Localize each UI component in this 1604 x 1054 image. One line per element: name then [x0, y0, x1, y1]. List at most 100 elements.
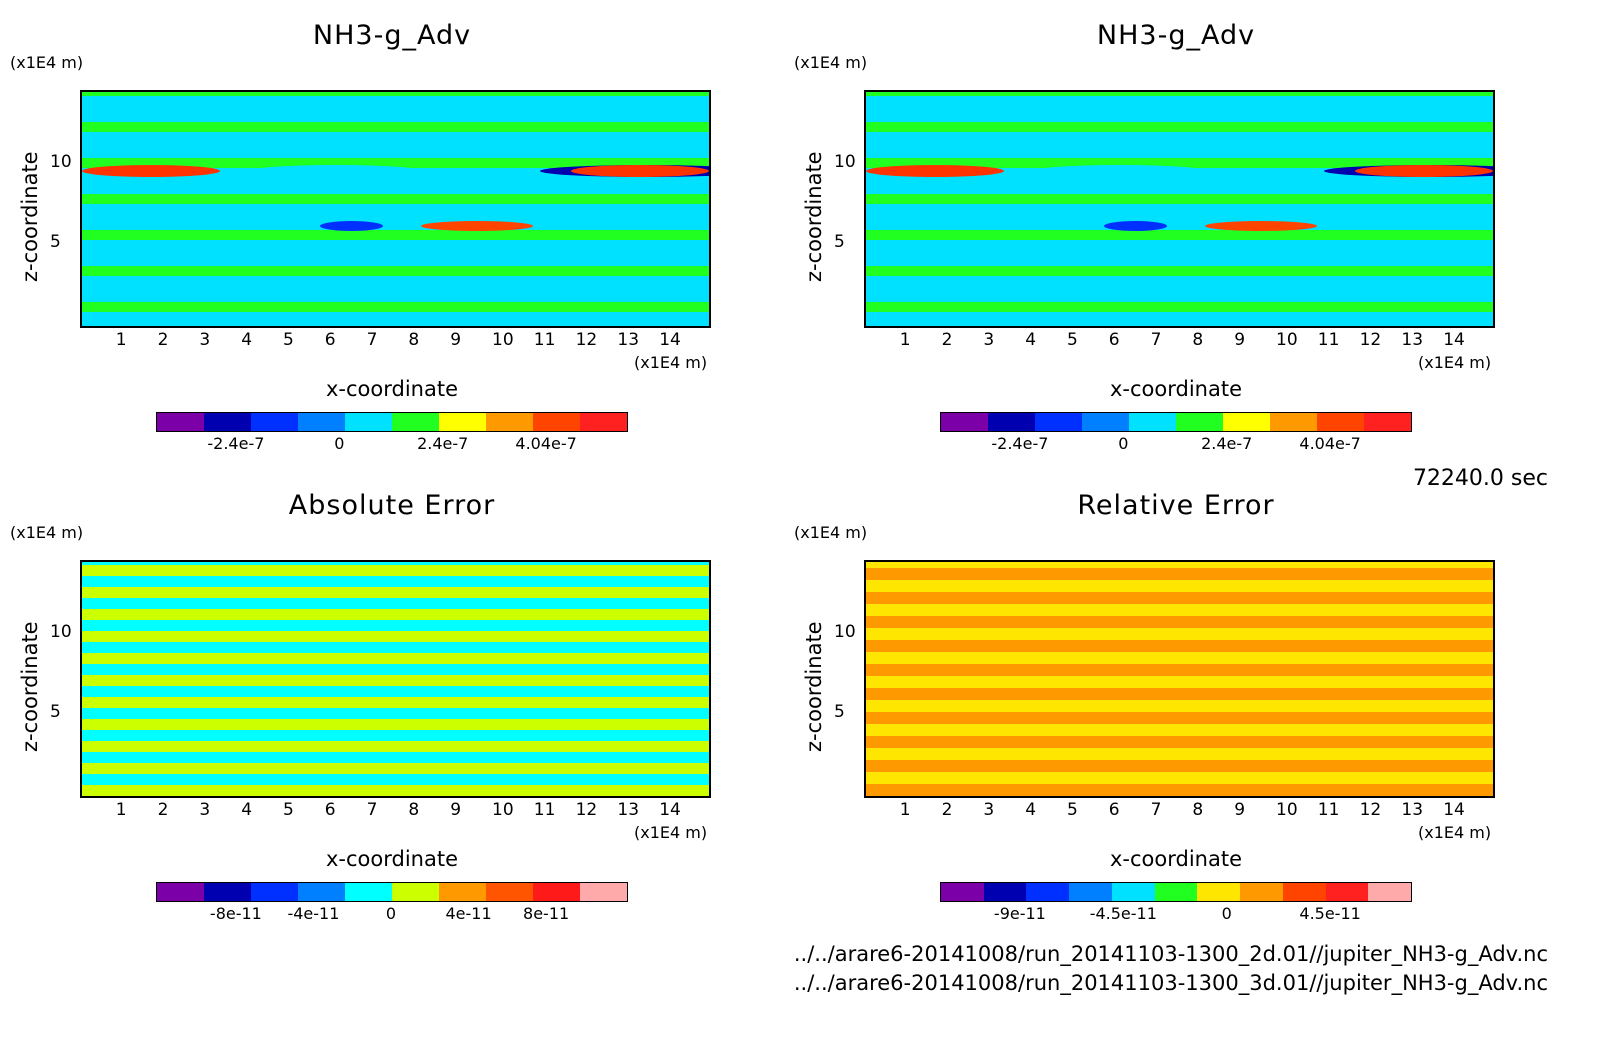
- x-tick-label: 4: [1025, 330, 1037, 350]
- x-tick-label: 9: [1234, 800, 1246, 820]
- x-unit-label: (x1E4 m): [1418, 353, 1492, 372]
- colorbar-swatch: [941, 413, 988, 431]
- x-unit-label: (x1E4 m): [634, 353, 708, 372]
- colorbar: [940, 412, 1412, 432]
- x-tick-label: 7: [1150, 800, 1162, 820]
- x-tick-label: 9: [450, 800, 462, 820]
- x-tick-label: 14: [659, 330, 681, 350]
- colorbar-swatch: [1368, 883, 1412, 901]
- colorbar-swatch: [533, 883, 580, 901]
- colorbar-swatch: [533, 413, 580, 431]
- colorbar-swatch: [1129, 413, 1176, 431]
- colorbar-swatch: [1317, 413, 1364, 431]
- colorbar-label: 0: [1221, 904, 1232, 923]
- x-tick-label: 7: [366, 330, 378, 350]
- x-tick-label: 14: [659, 800, 681, 820]
- x-tick-label: 2: [157, 330, 169, 350]
- colorbar-swatch: [1197, 883, 1241, 901]
- x-tick-label: 12: [575, 330, 598, 350]
- x-tick-label: 3: [199, 330, 211, 350]
- heatmap-plot-area: [864, 560, 1495, 798]
- colorbar-swatch: [392, 883, 439, 901]
- heatmap-plot-area: [864, 90, 1495, 328]
- x-tick-label: 8: [1192, 330, 1204, 350]
- x-tick-label: 4: [1025, 800, 1037, 820]
- x-axis-label: x-coordinate: [325, 847, 458, 871]
- y-unit-label: (x1E4 m): [10, 523, 84, 542]
- x-tick-label: 5: [283, 330, 294, 350]
- time-label: 72240.0 sec: [1412, 466, 1548, 491]
- x-tick-label: 5: [1067, 800, 1078, 820]
- x-tick-label: 1: [899, 330, 911, 350]
- y-tick-label: 5: [50, 232, 61, 253]
- contour-band: [866, 165, 1004, 177]
- colorbar-label: 2.4e-7: [417, 434, 469, 453]
- file-path-3d: ../../arare6-20141008/run_20141103-1300_…: [793, 971, 1548, 995]
- y-unit-label: (x1E4 m): [10, 53, 84, 72]
- x-unit-label: (x1E4 m): [1418, 823, 1492, 842]
- colorbar-label: -4e-11: [287, 904, 340, 923]
- x-tick-label: 8: [408, 800, 420, 820]
- y-unit-label: (x1E4 m): [794, 523, 868, 542]
- chart-title: NH3-g_Adv: [1096, 20, 1256, 51]
- x-axis-label: x-coordinate: [325, 377, 458, 401]
- x-tick-label: 9: [450, 330, 462, 350]
- colorbar-swatch: [345, 413, 392, 431]
- colorbar-label: -2.4e-7: [207, 434, 265, 453]
- y-tick-label: 10: [50, 151, 72, 172]
- chart-title: Relative Error: [1077, 490, 1275, 521]
- x-axis-label: x-coordinate: [1109, 377, 1242, 401]
- x-tick-label: 1: [115, 330, 127, 350]
- colorbar-swatch: [988, 413, 1035, 431]
- x-tick-label: 6: [1108, 330, 1120, 350]
- colorbar-swatch: [392, 413, 439, 431]
- x-tick-label: 2: [941, 800, 953, 820]
- colorbar-label: -4.5e-11: [1089, 904, 1157, 923]
- colorbar-label: 4.04e-7: [515, 434, 577, 453]
- x-tick-label: 5: [283, 800, 294, 820]
- contour-band: [320, 221, 383, 231]
- colorbar: [940, 882, 1412, 902]
- colorbar-swatch: [983, 883, 1027, 901]
- x-tick-label: 7: [366, 800, 378, 820]
- colorbar-label: -8e-11: [209, 904, 262, 923]
- colorbar-swatch: [204, 413, 251, 431]
- chart-title: NH3-g_Adv: [312, 20, 472, 51]
- colorbar-swatch: [204, 883, 251, 901]
- colorbar-label: 4.5e-11: [1299, 904, 1361, 923]
- x-tick-label: 11: [1317, 330, 1340, 350]
- colorbar-swatch: [298, 413, 345, 431]
- colorbar-swatch: [157, 883, 204, 901]
- colorbar-swatch: [1270, 413, 1317, 431]
- colorbar-swatch: [251, 883, 298, 901]
- x-unit-label: (x1E4 m): [634, 823, 708, 842]
- y-axis-label: z-coordinate: [802, 151, 826, 282]
- colorbar-swatch: [486, 413, 533, 431]
- colorbar-swatch: [1176, 413, 1223, 431]
- colorbar-swatch: [345, 883, 392, 901]
- x-tick-label: 4: [241, 330, 253, 350]
- heatmap-plot-area: [80, 90, 711, 328]
- contour-band: [571, 165, 709, 177]
- y-tick-label: 5: [834, 232, 845, 253]
- colorbar-label: 8e-11: [523, 904, 570, 923]
- x-tick-label: 14: [1443, 800, 1465, 820]
- colorbar-swatch: [1223, 413, 1270, 431]
- colorbar-swatch: [580, 883, 627, 901]
- colorbar-swatch: [941, 883, 984, 901]
- x-tick-label: 2: [941, 330, 953, 350]
- x-tick-label: 10: [1276, 800, 1298, 820]
- x-tick-label: 10: [1276, 330, 1298, 350]
- colorbar-swatch: [1240, 883, 1283, 901]
- colorbar-swatch: [298, 883, 345, 901]
- x-tick-label: 2: [157, 800, 169, 820]
- x-tick-label: 8: [1192, 800, 1204, 820]
- colorbar-swatch: [439, 413, 486, 431]
- x-tick-label: 5: [1067, 330, 1078, 350]
- x-tick-label: 10: [492, 800, 514, 820]
- colorbar-label: 4.04e-7: [1299, 434, 1361, 453]
- heatmap-plot-area: [80, 560, 711, 798]
- x-tick-label: 3: [983, 330, 995, 350]
- x-tick-label: 13: [1401, 800, 1424, 820]
- x-tick-label: 3: [199, 800, 211, 820]
